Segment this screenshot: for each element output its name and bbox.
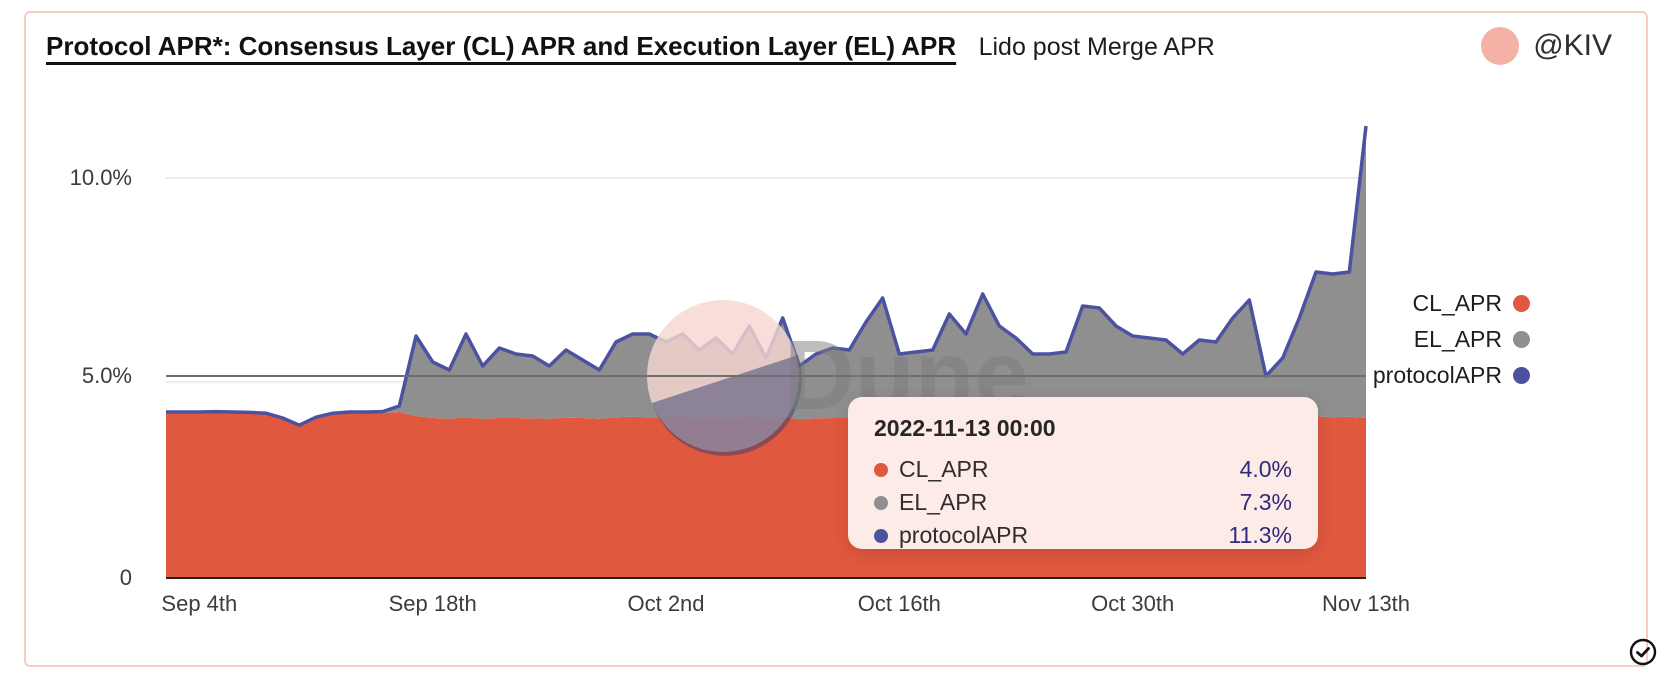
tooltip-value: 11.3% — [1228, 522, 1292, 548]
tooltip-value: 4.0% — [1239, 456, 1292, 482]
x-tick-label: Oct 2nd — [627, 591, 705, 616]
x-tick-label: Nov 13th — [1321, 591, 1411, 616]
el-area — [166, 126, 1366, 427]
legend: CL_APR EL_APR protocolAPR — [1373, 285, 1530, 393]
tooltip-row: CL_APR 4.0% — [874, 453, 1292, 486]
x-tick-label: Sep 18th — [388, 591, 477, 616]
dune-logo-segment — [652, 355, 802, 456]
tooltip-dot-el — [874, 495, 888, 510]
y-tick-label: 0 — [119, 565, 132, 590]
chart-tooltip: 2022-11-13 00:00 CL_APR 4.0% EL_APR 7.3%… — [848, 397, 1318, 549]
x-tick-label: Oct 16th — [857, 591, 941, 616]
y-tick-label: 5.0% — [81, 363, 132, 388]
check-mark-icon — [1636, 647, 1650, 658]
author-link[interactable]: @KIV — [1481, 27, 1612, 65]
legend-label: CL_APR — [1412, 289, 1502, 316]
x-tick-label: Sep 4th — [161, 591, 238, 616]
legend-item-protocol-apr[interactable]: protocolAPR — [1373, 357, 1530, 393]
tooltip-dot-protocol — [874, 528, 888, 543]
tooltip-dot-cl — [874, 462, 888, 477]
chart-card: Protocol APR*: Consensus Layer (CL) APR … — [24, 11, 1657, 667]
tooltip-date: 2022-11-13 00:00 — [874, 415, 1056, 441]
tooltip-label: protocolAPR — [899, 522, 1029, 548]
chart-subtitle: Lido post Merge APR — [978, 33, 1215, 61]
author-avatar — [1481, 27, 1520, 65]
verified-check-button[interactable] — [1629, 638, 1657, 666]
legend-dot-gray — [1513, 330, 1530, 348]
author-handle: @KIV — [1533, 29, 1612, 62]
legend-item-cl-apr[interactable]: CL_APR — [1373, 285, 1530, 321]
tooltip-value: 7.3% — [1239, 489, 1292, 515]
tooltip-row: protocolAPR 11.3% — [874, 519, 1292, 552]
legend-dot-blue — [1513, 366, 1530, 384]
x-tick-label: Oct 30th — [1091, 591, 1175, 616]
legend-dot-orange — [1513, 294, 1530, 312]
legend-label: protocolAPR — [1372, 361, 1502, 388]
legend-label: EL_APR — [1413, 325, 1502, 352]
chart-header: Protocol APR*: Consensus Layer (CL) APR … — [46, 27, 1626, 81]
tooltip-label: CL_APR — [899, 456, 989, 482]
chart-title: Protocol APR*: Consensus Layer (CL) APR … — [46, 31, 957, 61]
tooltip-label: EL_APR — [899, 489, 988, 515]
legend-item-el-apr[interactable]: EL_APR — [1373, 321, 1530, 357]
check-circle-icon — [1629, 638, 1657, 666]
y-tick-label: 10.0% — [69, 165, 132, 190]
tooltip-row: EL_APR 7.3% — [874, 486, 1292, 519]
